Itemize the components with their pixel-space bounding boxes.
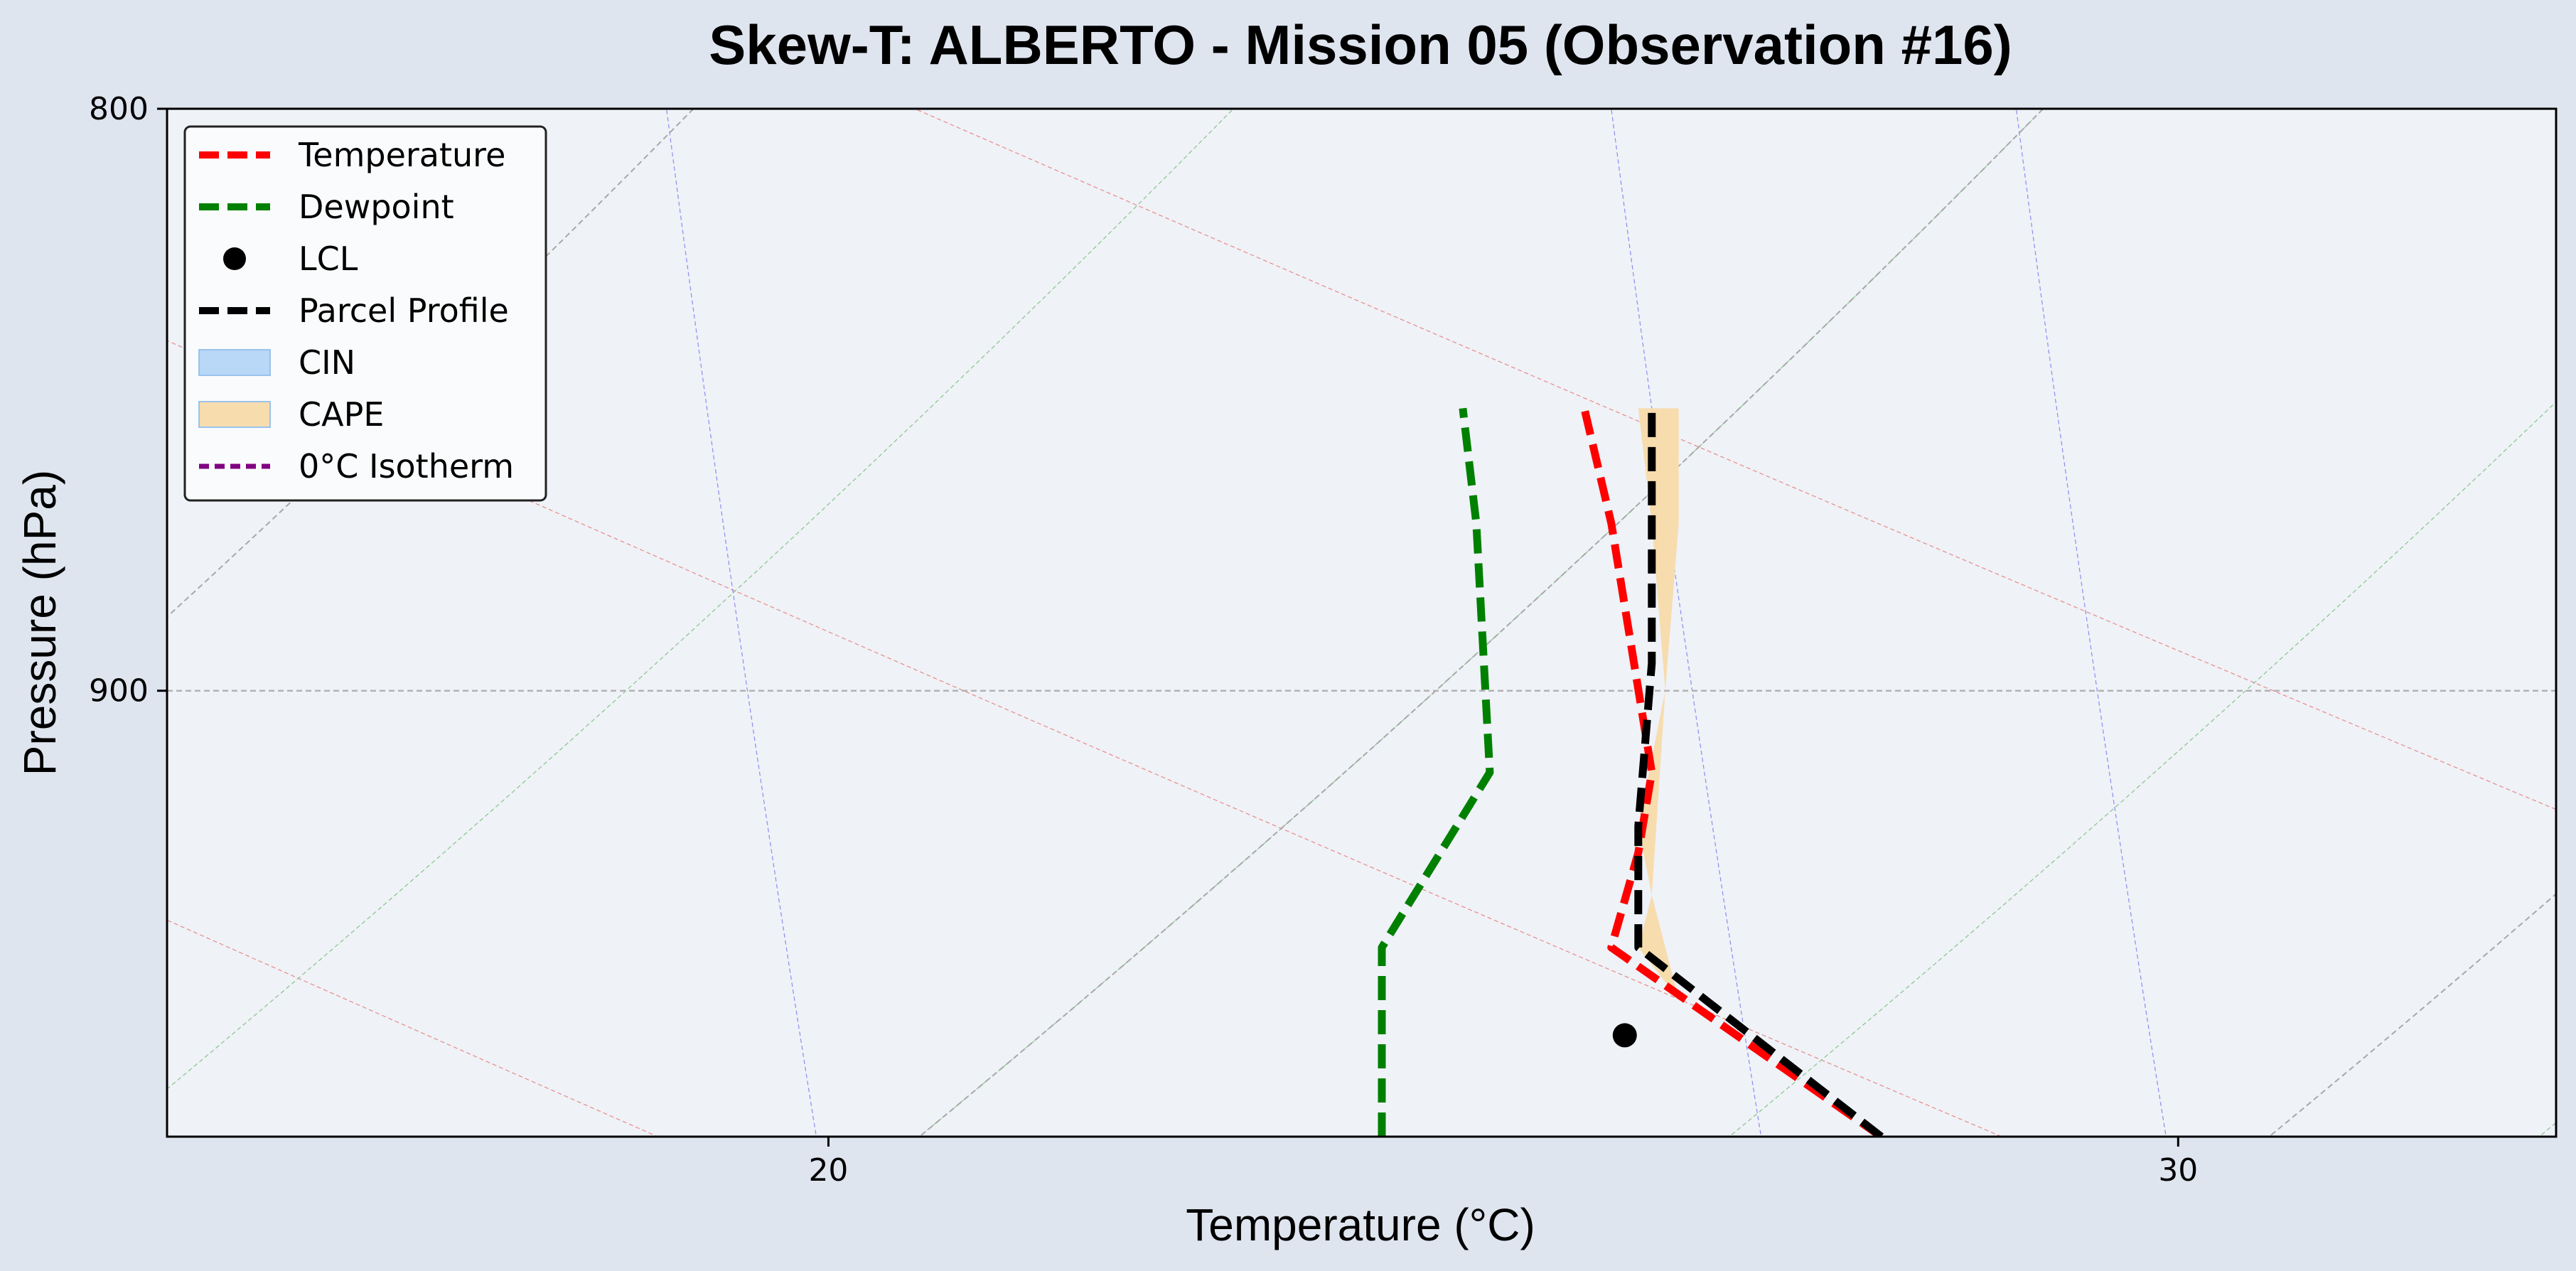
y-axis-label: Pressure (hPa) bbox=[14, 470, 65, 776]
parcel-profile-line bbox=[1634, 408, 1884, 1137]
x-tick-label: 30 bbox=[2158, 1152, 2198, 1189]
legend-label-cin: CIN bbox=[299, 343, 355, 382]
legend-label-parcel-profile: Parcel Profile bbox=[299, 291, 509, 330]
moist-adiabat bbox=[167, 109, 1234, 1090]
legend-swatch-lcl bbox=[223, 247, 246, 270]
legend-label-cape: CAPE bbox=[299, 395, 384, 434]
dry-adiabat bbox=[913, 109, 2556, 810]
legend-label-0-c-isotherm: 0°C Isotherm bbox=[299, 447, 514, 486]
temperature-line bbox=[1580, 407, 1884, 1137]
fill-regions bbox=[1638, 408, 1679, 999]
x-axis-label: Temperature (°C) bbox=[1186, 1199, 1535, 1250]
legend: Temperature Dewpoint LCL Parcel Profile CIN C… bbox=[183, 125, 547, 502]
legend-label-lcl: LCL bbox=[299, 240, 358, 278]
y-tick-label: 800 bbox=[89, 91, 149, 127]
cape-fill bbox=[1638, 408, 1679, 999]
dewpoint-line bbox=[1378, 407, 1494, 1137]
isotherm-line bbox=[2268, 893, 2556, 1137]
legend-box bbox=[183, 125, 547, 502]
lcl-marker bbox=[1612, 1023, 1637, 1048]
series-lines bbox=[1378, 407, 1884, 1137]
legend-label-dewpoint: Dewpoint bbox=[299, 188, 454, 226]
legend-label-temperature: Temperature bbox=[298, 136, 505, 174]
plot-area bbox=[167, 109, 2556, 1137]
legend-swatch-cin bbox=[198, 349, 271, 376]
plot-frame bbox=[166, 107, 2558, 1138]
moist-adiabat bbox=[1728, 401, 2556, 1137]
isotherm-line bbox=[918, 109, 2044, 1137]
axis-ticks: 20 30 800 900 bbox=[89, 91, 2198, 1189]
isotherm-line bbox=[167, 109, 694, 618]
mixing-ratio-line bbox=[2015, 109, 2167, 1137]
y-tick-label: 900 bbox=[89, 673, 149, 709]
mixing-ratio-line bbox=[665, 109, 817, 1137]
chart-title: Skew-T: ALBERTO - Mission 05 (Observatio… bbox=[709, 14, 2012, 76]
legend-swatch-cape bbox=[198, 401, 271, 428]
x-tick-label: 20 bbox=[808, 1152, 848, 1189]
